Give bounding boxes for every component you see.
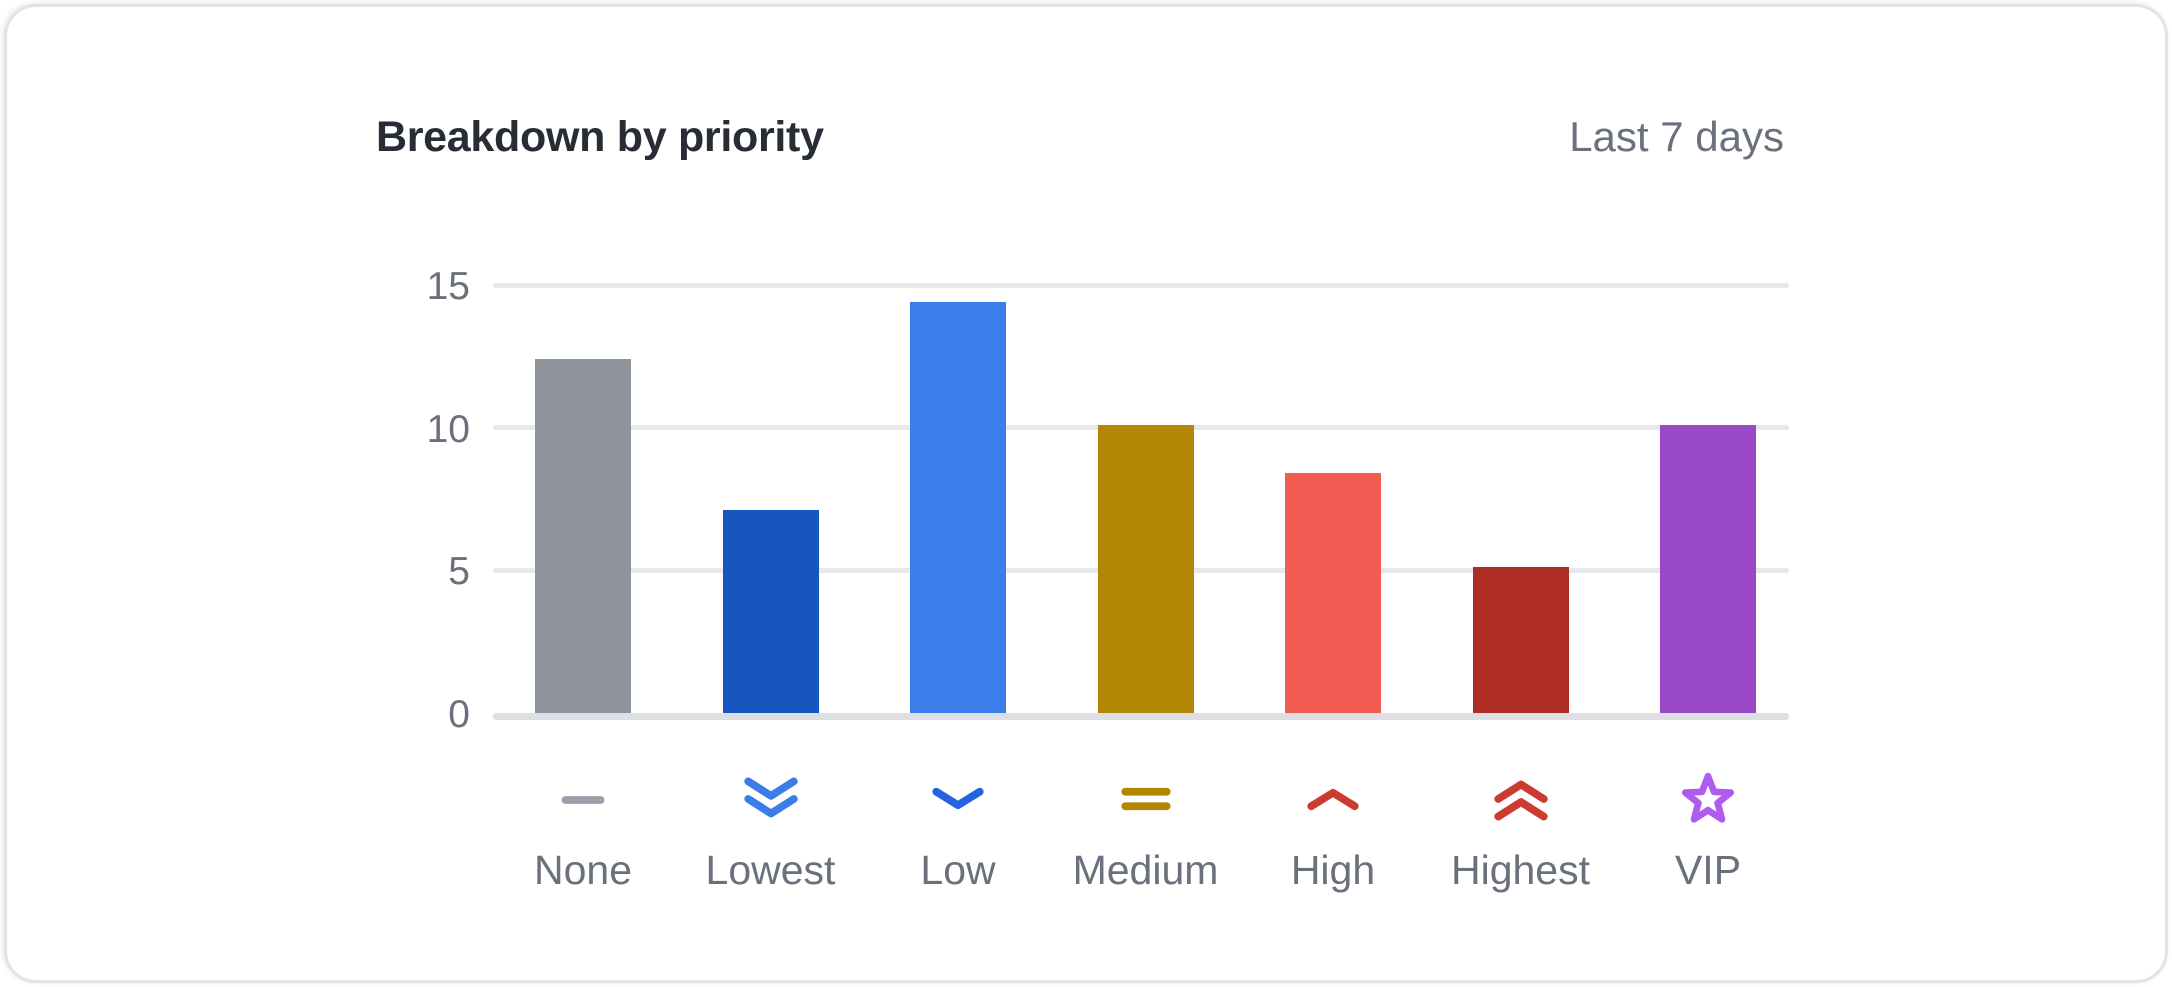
y-tick-label-5: 5	[448, 550, 470, 594]
bar-lowest[interactable]	[722, 510, 819, 713]
x-axis: None Lowest Low Medium High Highest VIP	[493, 771, 1789, 911]
category-label-vip: VIP	[1674, 847, 1742, 893]
chevrons-down-icon	[742, 771, 800, 829]
bar-highest[interactable]	[1472, 567, 1569, 713]
category-label-high: High	[1290, 847, 1376, 893]
gridline-0	[493, 713, 1789, 720]
bar-vip[interactable]	[1660, 424, 1756, 713]
breakdown-by-priority-card: Breakdown by priority Last 7 days 0 5 10 15…	[4, 4, 2168, 983]
bar-none[interactable]	[535, 359, 631, 713]
chart-plot-area	[493, 282, 1789, 720]
chevrons-up-icon	[1492, 771, 1550, 829]
y-axis-tick-labels: 0 5 10 15	[7, 265, 470, 736]
equals-icon	[1117, 771, 1175, 829]
category-label-highest: Highest	[1450, 847, 1590, 893]
y-tick-label-15: 15	[426, 265, 470, 308]
y-tick-label-10: 10	[426, 407, 470, 451]
bar-medium[interactable]	[1097, 424, 1194, 713]
bar-high[interactable]	[1285, 473, 1381, 713]
bar-low[interactable]	[910, 302, 1006, 713]
gridline-15	[493, 282, 1789, 288]
category-label-medium: Medium	[1072, 847, 1219, 893]
category-label-none: None	[533, 847, 632, 893]
y-tick-label-0: 0	[448, 693, 470, 736]
category-label-lowest: Lowest	[705, 847, 836, 893]
chevron-down-icon	[929, 771, 987, 829]
star-icon	[1679, 771, 1737, 829]
card-title: Breakdown by priority	[376, 113, 824, 161]
category-label-low: Low	[920, 847, 996, 893]
priority-bar-chart: 0 5 10 15 None Lowest Low Medium High Highest VIP	[7, 7, 2165, 980]
chevron-up-icon	[1304, 771, 1362, 829]
card-header: Breakdown by priority Last 7 days	[376, 113, 1784, 162]
period-label: Last 7 days	[1569, 113, 1784, 160]
dash-icon	[554, 771, 612, 829]
